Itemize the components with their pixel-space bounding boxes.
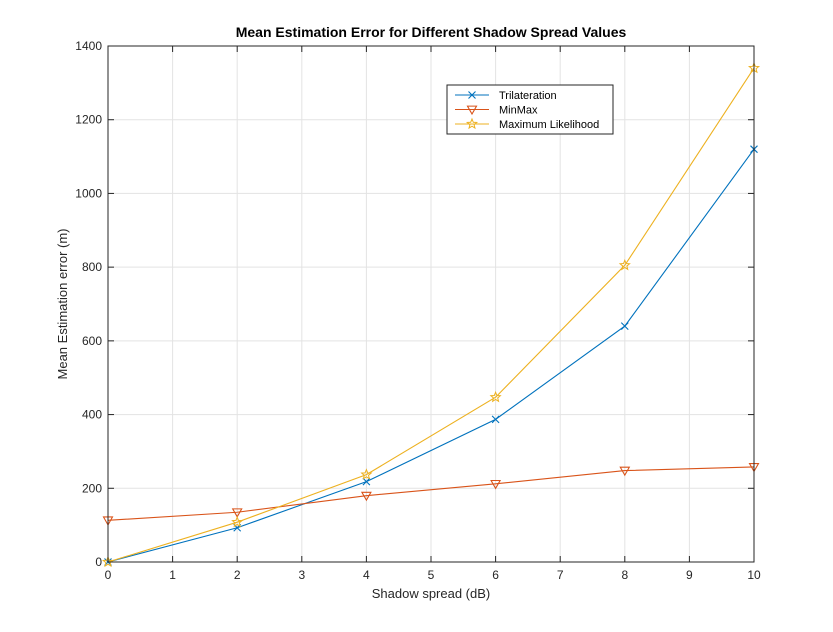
- x-tick-label: 5: [428, 568, 435, 582]
- y-tick-label: 800: [82, 260, 102, 274]
- legend-marker-trilateration: [468, 91, 476, 99]
- x-tick-label: 6: [492, 568, 499, 582]
- series-trilateration: [104, 145, 758, 566]
- x-tick-label: 2: [234, 568, 241, 582]
- series-line-minmax: [107, 466, 755, 521]
- data-point-trilateration: [491, 415, 500, 424]
- data-point-minmax: [619, 466, 631, 477]
- legend-marker-minmax: [466, 105, 478, 116]
- y-tick-label: 0: [95, 555, 102, 569]
- series-line-trilateration: [107, 148, 755, 563]
- series-maximum-likelihood: [101, 61, 761, 568]
- legend-label-trilateration: Trilateration: [499, 90, 557, 102]
- x-tick-label: 8: [621, 568, 628, 582]
- x-tick-label: 9: [686, 568, 693, 582]
- y-tick-label: 1000: [75, 186, 102, 200]
- x-tick-label: 4: [363, 568, 370, 582]
- x-axis-label: Shadow spread (dB): [372, 586, 491, 601]
- data-point-minmax: [231, 508, 243, 518]
- data-point-minmax: [490, 479, 502, 490]
- y-tick-label: 200: [82, 481, 102, 495]
- x-tick-label: 10: [747, 568, 761, 582]
- data-point-maximum-likelihood: [231, 515, 244, 528]
- chart-title: Mean Estimation Error for Different Shad…: [236, 24, 627, 40]
- data-point-maximum-likelihood: [489, 390, 502, 403]
- series-line-maximum-likelihood: [107, 67, 755, 563]
- series-group: [101, 61, 761, 568]
- legend-marker-maximum-likelihood: [465, 117, 479, 130]
- y-tick-label: 400: [82, 408, 102, 422]
- ticks: 0 1 2 3 4 5 6 7 8 9 10 0 200 400 600 800 1000 1200 1400: [75, 39, 761, 582]
- x-tick-label: 1: [169, 568, 176, 582]
- data-point-maximum-likelihood: [360, 468, 373, 480]
- x-tick-label: 7: [557, 568, 564, 582]
- x-tick-label: 3: [298, 568, 305, 582]
- data-point-maximum-likelihood: [618, 258, 631, 271]
- x-tick-label: 0: [105, 568, 112, 582]
- legend-label-maximum-likelihood: Maximum Likelihood: [499, 119, 599, 131]
- legend: Trilateration MinMax Maximum Likelihood: [446, 84, 614, 135]
- legend-label-minmax: MinMax: [499, 105, 538, 117]
- y-axis-label: Mean Estimation error (m): [55, 229, 70, 380]
- data-point-minmax: [360, 491, 372, 502]
- y-tick-label: 1400: [75, 39, 102, 53]
- y-tick-label: 1200: [75, 113, 102, 127]
- y-tick-label: 600: [82, 334, 102, 348]
- data-point-maximum-likelihood: [101, 555, 115, 568]
- data-point-trilateration: [620, 322, 629, 331]
- data-point-trilateration: [362, 477, 371, 486]
